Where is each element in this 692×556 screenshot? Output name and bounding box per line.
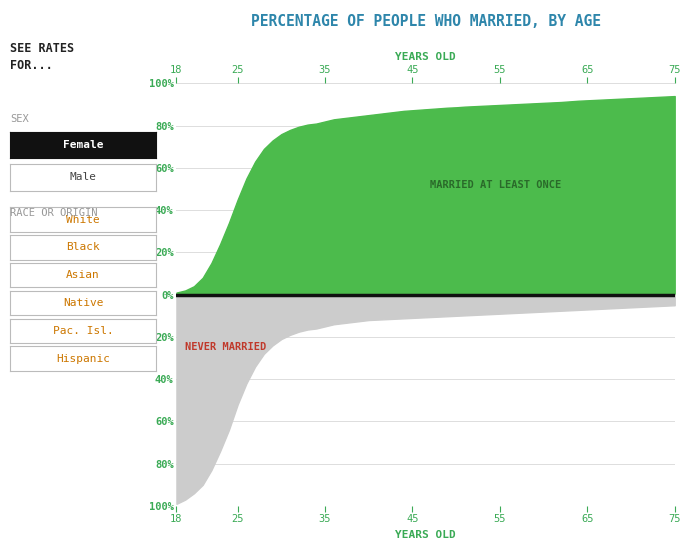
Text: MARRIED AT LEAST ONCE: MARRIED AT LEAST ONCE [430, 180, 561, 190]
Text: Native: Native [63, 298, 103, 308]
Text: Male: Male [69, 172, 97, 182]
Text: SEX: SEX [10, 114, 29, 124]
Text: PERCENTAGE OF PEOPLE WHO MARRIED, BY AGE: PERCENTAGE OF PEOPLE WHO MARRIED, BY AGE [251, 14, 601, 29]
Text: Asian: Asian [66, 270, 100, 280]
Text: Female: Female [63, 140, 103, 150]
X-axis label: YEARS OLD: YEARS OLD [395, 52, 456, 62]
X-axis label: YEARS OLD: YEARS OLD [395, 530, 456, 540]
Text: White: White [66, 215, 100, 225]
Text: Black: Black [66, 242, 100, 252]
Text: RACE OR ORIGIN: RACE OR ORIGIN [10, 208, 98, 219]
Text: SEE RATES
FOR...: SEE RATES FOR... [10, 42, 75, 72]
Text: Pac. Isl.: Pac. Isl. [53, 326, 113, 336]
Text: NEVER MARRIED: NEVER MARRIED [185, 342, 266, 353]
Text: Hispanic: Hispanic [56, 354, 110, 364]
